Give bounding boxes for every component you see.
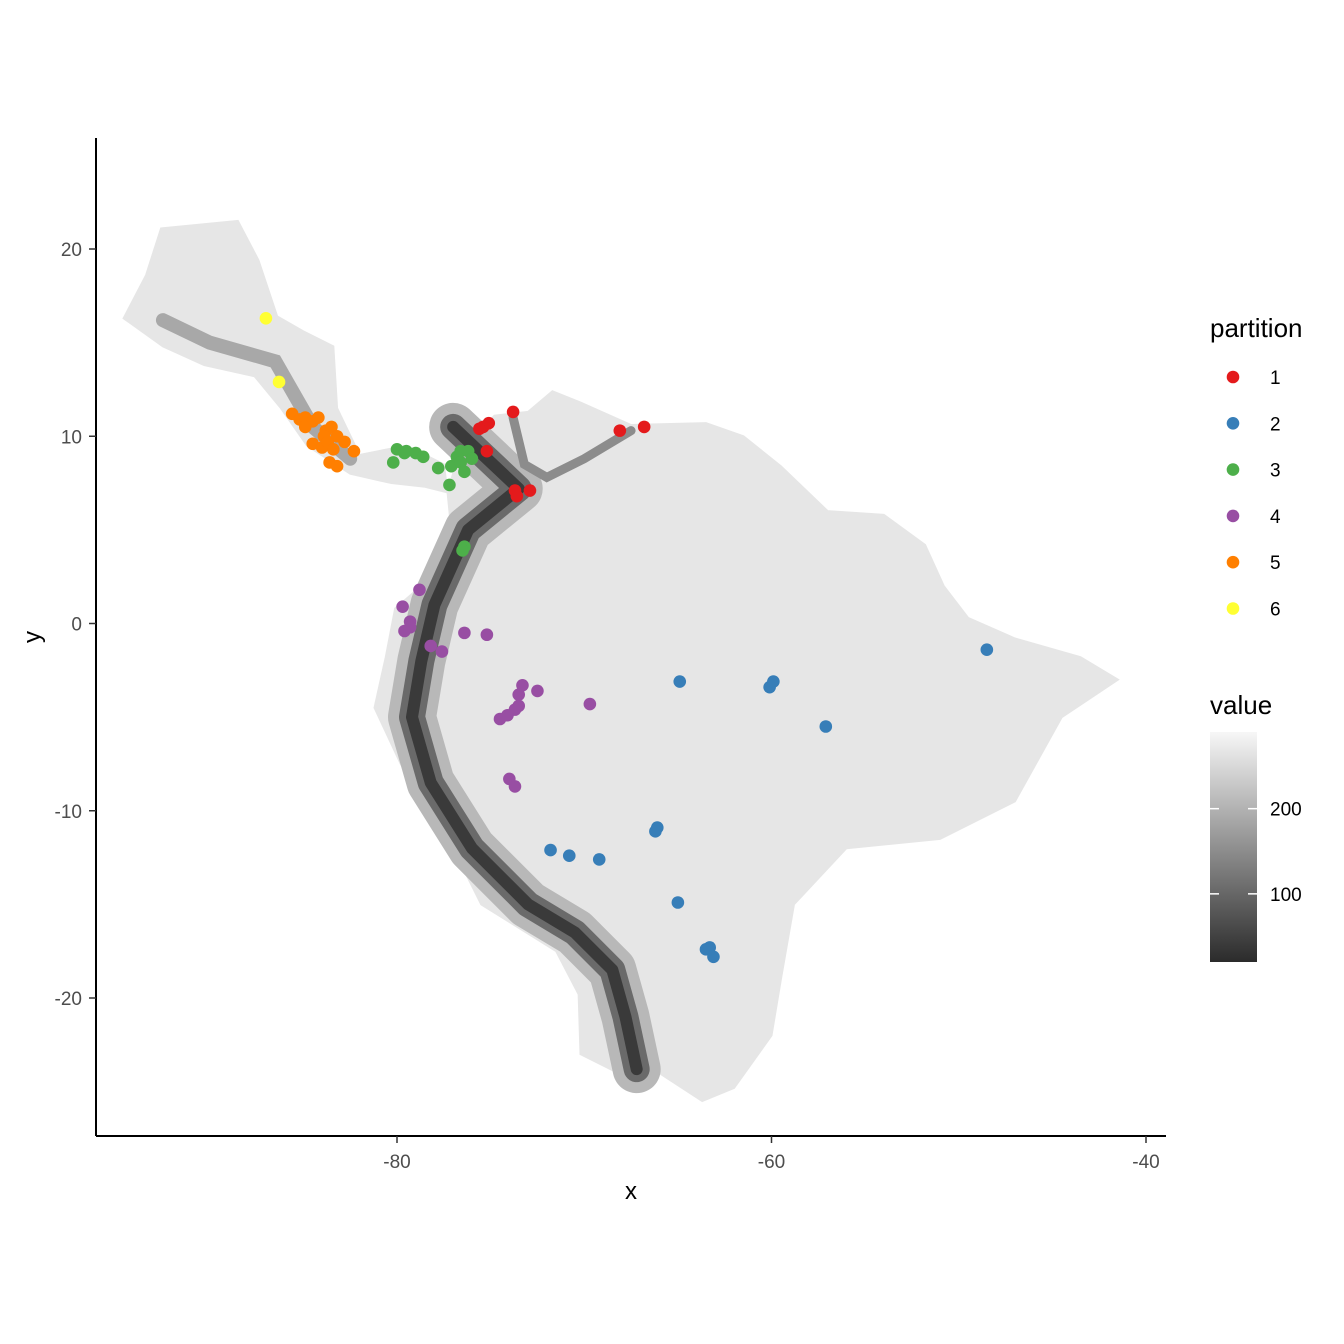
y-tick-label: -20 bbox=[55, 989, 82, 1010]
x-axis-title: x bbox=[625, 1178, 637, 1205]
occurrence-points bbox=[259, 311, 994, 964]
partition-legend-title: partition bbox=[1210, 313, 1303, 343]
point-partition-2 bbox=[980, 643, 994, 657]
colorbar-tick-label: 100 bbox=[1270, 885, 1302, 906]
y-tick-label: 0 bbox=[71, 615, 82, 636]
partition-legend: partition 1 2 3 4 5 6 bbox=[1210, 313, 1303, 621]
legend-key-partition-2 bbox=[1226, 417, 1240, 430]
point-partition-4 bbox=[413, 583, 426, 597]
legend-key-partition-6 bbox=[1226, 602, 1240, 615]
legend-label-partition-4: 4 bbox=[1270, 507, 1281, 528]
point-partition-1 bbox=[506, 405, 520, 419]
x-tick-label: -60 bbox=[758, 1152, 785, 1173]
legend-label-partition-3: 3 bbox=[1270, 461, 1281, 482]
legend-label-partition-6: 6 bbox=[1270, 600, 1281, 621]
point-partition-4 bbox=[583, 697, 597, 711]
land-raster-region bbox=[122, 219, 449, 494]
venezuela-raster-band bbox=[508, 413, 636, 483]
point-partition-4 bbox=[480, 628, 494, 642]
value-legend: value 100 200 bbox=[1210, 690, 1302, 962]
point-partition-2 bbox=[562, 849, 576, 862]
x-axis-ticks: -80 -60 -40 bbox=[383, 1136, 1160, 1173]
point-partition-4 bbox=[398, 624, 411, 638]
x-tick-label: -80 bbox=[383, 1152, 410, 1173]
point-partition-1 bbox=[637, 420, 651, 434]
point-partition-1 bbox=[480, 444, 494, 458]
point-partition-4 bbox=[508, 780, 522, 793]
point-partition-3 bbox=[443, 478, 456, 492]
point-partition-2 bbox=[544, 843, 557, 857]
colorbar-ticks: 100 200 bbox=[1210, 800, 1302, 906]
point-partition-3 bbox=[465, 452, 479, 466]
point-partition-5 bbox=[330, 459, 344, 473]
y-axis-ticks: 20 10 0 -10 -20 bbox=[55, 240, 96, 1010]
point-partition-2 bbox=[673, 675, 687, 688]
point-partition-2 bbox=[671, 896, 685, 909]
point-partition-3 bbox=[456, 544, 469, 557]
y-tick-label: -10 bbox=[55, 802, 82, 823]
point-partition-1 bbox=[510, 489, 524, 503]
point-partition-3 bbox=[431, 461, 445, 475]
point-partition-2 bbox=[819, 720, 833, 733]
legend-key-partition-5 bbox=[1226, 555, 1240, 569]
elevation-raster bbox=[122, 219, 1120, 1103]
point-partition-6 bbox=[259, 311, 273, 325]
point-partition-3 bbox=[400, 444, 413, 458]
legend-label-partition-1: 1 bbox=[1270, 368, 1281, 389]
point-partition-4 bbox=[424, 639, 438, 653]
point-partition-5 bbox=[327, 443, 340, 456]
point-partition-2 bbox=[592, 853, 606, 866]
point-partition-6 bbox=[272, 375, 286, 389]
y-axis-title: y bbox=[19, 631, 46, 643]
point-partition-1 bbox=[523, 484, 537, 497]
legend-label-partition-2: 2 bbox=[1270, 414, 1281, 435]
value-colorbar bbox=[1210, 732, 1257, 962]
point-partition-5 bbox=[347, 444, 361, 458]
andes-raster-band bbox=[405, 420, 643, 1076]
legend-key-partition-4 bbox=[1226, 509, 1240, 523]
point-partition-4 bbox=[458, 626, 471, 640]
value-legend-title: value bbox=[1210, 690, 1272, 720]
y-tick-label: 10 bbox=[61, 427, 82, 448]
legend-key-partition-1 bbox=[1226, 370, 1240, 384]
point-partition-4 bbox=[493, 712, 507, 726]
point-partition-3 bbox=[458, 465, 471, 479]
point-partition-5 bbox=[298, 420, 312, 434]
point-partition-5 bbox=[338, 435, 351, 449]
legend-label-partition-5: 5 bbox=[1270, 553, 1281, 574]
point-partition-4 bbox=[531, 684, 544, 698]
point-partition-4 bbox=[435, 645, 449, 658]
point-partition-1 bbox=[613, 424, 627, 437]
point-partition-3 bbox=[416, 450, 430, 464]
point-partition-2 bbox=[649, 825, 662, 838]
point-partition-3 bbox=[386, 456, 400, 469]
point-partition-4 bbox=[512, 688, 526, 701]
point-partition-1 bbox=[473, 422, 486, 436]
point-partition-5 bbox=[312, 411, 325, 424]
x-tick-label: -40 bbox=[1132, 1152, 1159, 1173]
point-partition-4 bbox=[396, 600, 409, 613]
partition-legend-items: 1 2 3 4 5 6 bbox=[1226, 368, 1281, 621]
legend-key-partition-3 bbox=[1226, 463, 1240, 476]
point-partition-2 bbox=[707, 950, 720, 964]
colorbar-tick-label: 200 bbox=[1270, 800, 1302, 821]
point-partition-5 bbox=[325, 420, 338, 434]
y-tick-label: 20 bbox=[61, 240, 82, 261]
point-partition-2 bbox=[767, 675, 780, 688]
